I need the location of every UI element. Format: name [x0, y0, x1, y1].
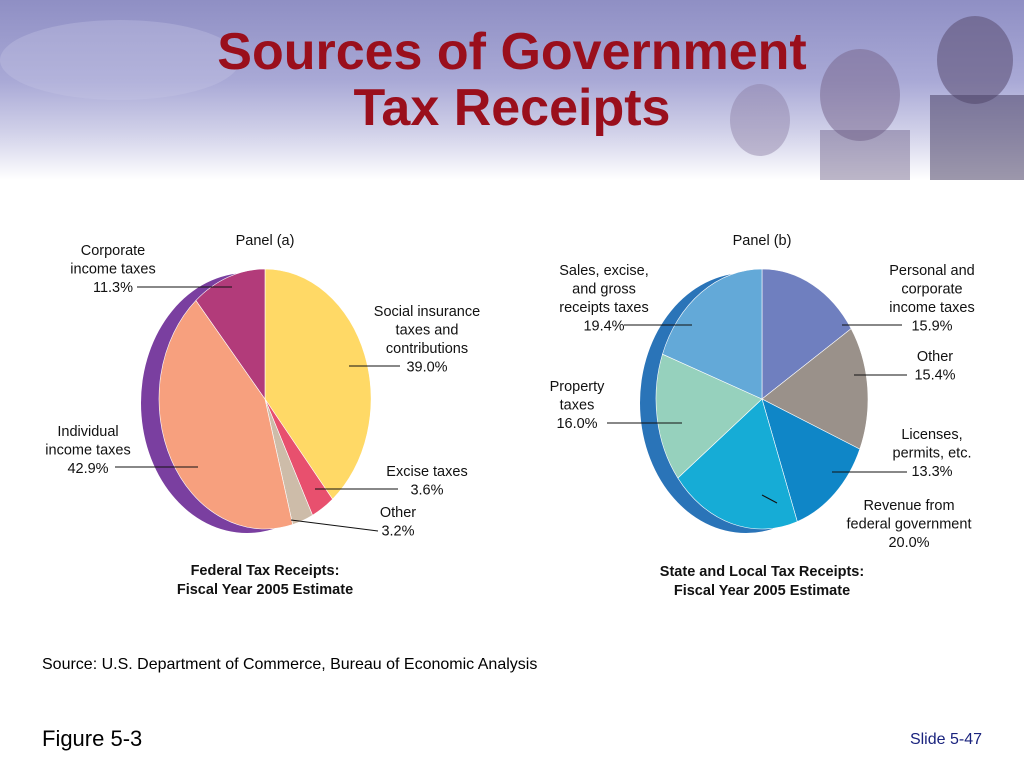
- panel-b-label: Panel (b): [733, 233, 792, 249]
- slice-label-line: Sales, excise,: [559, 263, 648, 279]
- slice-value: 39.0%: [406, 360, 447, 376]
- slice-value: 19.4%: [583, 319, 624, 335]
- slice-label-corporate-income-taxes: Corporate income taxes 11.3%: [70, 243, 155, 296]
- slice-label-line: Other: [917, 349, 953, 365]
- slice-label-line: Personal and: [889, 263, 974, 279]
- slide-number: Slide 5-47: [909, 731, 982, 748]
- pie-a-slices: [141, 268, 372, 533]
- pie-b-slice-other: [761, 328, 869, 450]
- slice-label-licenses-permits-etc: Licenses, permits, etc. 13.3%: [893, 427, 972, 480]
- panel-b-caption-line1: State and Local Tax Receipts:: [660, 564, 864, 580]
- slice-label-line: federal government: [847, 517, 972, 533]
- pie-a-slice-individual-income-taxes: [158, 299, 294, 530]
- panel-a-caption-line2: Fiscal Year 2005 Estimate: [177, 582, 353, 598]
- slide-title: Sources of Government Tax Receipts: [0, 24, 1024, 136]
- slice-label-sales-excise-and-gross-receipts-taxes: Sales, excise, and gross receipts taxes 19.…: [559, 263, 648, 335]
- panel-a-chart: Panel (a) Social insurance taxes and contr…: [45, 233, 480, 598]
- slice-label-line: Corporate: [81, 243, 145, 259]
- slice-value: 3.2%: [381, 524, 414, 540]
- source-note: Source: U.S. Department of Commerce, Bur…: [42, 656, 538, 673]
- slice-label-other: Other 3.2%: [380, 505, 416, 540]
- leader-line-other: [290, 519, 379, 532]
- slice-label-line: Other: [380, 505, 416, 521]
- slide-title-line1: Sources of Government: [217, 23, 807, 81]
- slice-value: 42.9%: [67, 461, 108, 477]
- slice-value: 16.0%: [556, 416, 597, 432]
- pie-b-slice-licenses-permits-etc: [761, 398, 861, 523]
- slice-label-line: taxes: [560, 398, 595, 414]
- slice-label-line: Revenue from: [863, 498, 954, 514]
- slice-label-line: receipts taxes: [559, 300, 648, 316]
- panel-b-caption-line2: Fiscal Year 2005 Estimate: [674, 583, 850, 599]
- slice-value: 15.9%: [911, 319, 952, 335]
- pie-a-slice-corporate-income-taxes: [195, 268, 266, 400]
- slice-label-line: permits, etc.: [893, 446, 972, 462]
- panel-b-chart: Panel (b) Personal and corporate income ta…: [550, 233, 975, 599]
- slice-label-line: income taxes: [45, 443, 130, 459]
- header-banner: Sources of Government Tax Receipts: [0, 0, 1024, 180]
- slice-label-line: Excise taxes: [386, 464, 467, 480]
- header-photo-backdrop: [0, 16, 1024, 180]
- slice-label-personal-and-corporate-income-taxes: Personal and corporate income taxes 15.9%: [889, 263, 974, 335]
- pie-b-slice-property-taxes: [655, 353, 763, 479]
- slice-label-line: taxes and: [396, 323, 459, 339]
- slice-label-line: Social insurance: [374, 304, 480, 320]
- pie-a-slice-social-insurance-taxes-and-contributions: [264, 268, 372, 500]
- slice-label-line: contributions: [386, 341, 468, 357]
- slice-label-line: Property: [550, 379, 606, 395]
- pie-b-slices: [640, 268, 869, 533]
- panel-a-label: Panel (a): [236, 233, 295, 249]
- slice-label-line: corporate: [901, 282, 962, 298]
- leader-line-revenue-from-federal-government: [761, 494, 778, 504]
- pie-b-slice-sales-excise-and-gross-receipts-taxes: [662, 268, 763, 400]
- slide-title-line2: Tax Receipts: [353, 79, 671, 137]
- slice-label-social-insurance-taxes-and-contributions: Social insurance taxes and contributions 39…: [374, 304, 480, 376]
- slice-value: 20.0%: [888, 535, 929, 551]
- slice-label-line: income taxes: [70, 262, 155, 278]
- panel-a-caption-line1: Federal Tax Receipts:: [191, 563, 340, 579]
- slice-label-excise-taxes: Excise taxes 3.6%: [386, 464, 467, 499]
- slice-value: 11.3%: [93, 280, 133, 296]
- slice-label-line: and gross: [572, 282, 636, 298]
- slice-label-line: Licenses,: [901, 427, 962, 443]
- pie-b-slice-personal-and-corporate-income-taxes: [761, 268, 852, 400]
- slice-value: 15.4%: [914, 368, 955, 384]
- slice-label-revenue-from-federal-government: Revenue from federal government 20.0%: [847, 498, 972, 551]
- slice-label-line: income taxes: [889, 300, 974, 316]
- slice-label-individual-income-taxes: Individual income taxes 42.9%: [45, 424, 130, 477]
- slice-value: 13.3%: [911, 464, 952, 480]
- slice-label-other: Other 15.4%: [914, 349, 955, 384]
- figure-label: Figure 5-3: [42, 726, 143, 751]
- slice-value: 3.6%: [410, 483, 443, 499]
- slice-label-property-taxes: Property taxes 16.0%: [550, 379, 606, 432]
- pie-b-slice-revenue-from-federal-government: [677, 398, 798, 530]
- slice-label-line: Individual: [57, 424, 118, 440]
